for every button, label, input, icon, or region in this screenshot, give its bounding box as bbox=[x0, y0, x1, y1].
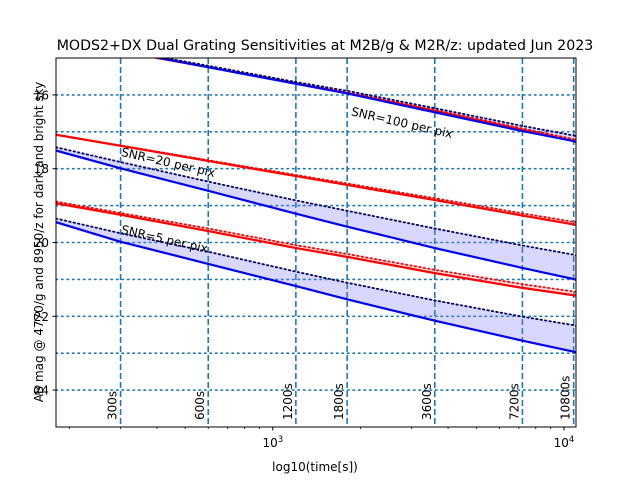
y-tick-label: 22 bbox=[34, 310, 49, 324]
exposure-label: 1200s bbox=[281, 383, 295, 420]
axis-ticks: 16 18 20 22 24 103 104 bbox=[34, 88, 575, 450]
series-line bbox=[56, 146, 576, 257]
series-line bbox=[152, 58, 576, 141]
exposure-label: 1800s bbox=[332, 383, 346, 420]
exposure-label: 7200s bbox=[507, 383, 521, 420]
exposure-label: 600s bbox=[193, 391, 207, 420]
series-line bbox=[56, 149, 576, 281]
series-line bbox=[56, 221, 576, 354]
y-tick-label: 18 bbox=[34, 162, 49, 176]
exposure-label: 3600s bbox=[420, 383, 434, 420]
y-axis-label: AB mag @ 4770/g and 8950/z for dark and … bbox=[32, 82, 46, 403]
x-tick-label: 104 bbox=[554, 435, 575, 450]
plot-area: 300s 600s 1200s 1800s 3600s 7200s 10800sSNR=10… bbox=[56, 58, 576, 427]
exposure-label: 300s bbox=[106, 391, 120, 420]
fill-bands bbox=[56, 58, 576, 353]
x-axis-label: log10(time[s]) bbox=[272, 460, 358, 474]
exposure-label: 10800s bbox=[559, 376, 573, 420]
y-tick-label: 24 bbox=[34, 384, 49, 398]
fill-band bbox=[56, 218, 576, 353]
y-tick-label: 16 bbox=[34, 88, 49, 102]
chart-title: MODS2+DX Dual Grating Sensitivities at M… bbox=[57, 38, 594, 54]
series-lines bbox=[56, 58, 576, 354]
series-line bbox=[56, 133, 576, 224]
gridlines bbox=[56, 58, 576, 427]
x-tick-label: 103 bbox=[262, 435, 283, 450]
series-line bbox=[153, 58, 576, 144]
series-line bbox=[56, 202, 576, 297]
fill-band bbox=[56, 147, 576, 280]
y-tick-label: 20 bbox=[34, 236, 49, 250]
series-line bbox=[56, 200, 576, 293]
series-line bbox=[160, 58, 576, 138]
series-line bbox=[56, 217, 576, 327]
